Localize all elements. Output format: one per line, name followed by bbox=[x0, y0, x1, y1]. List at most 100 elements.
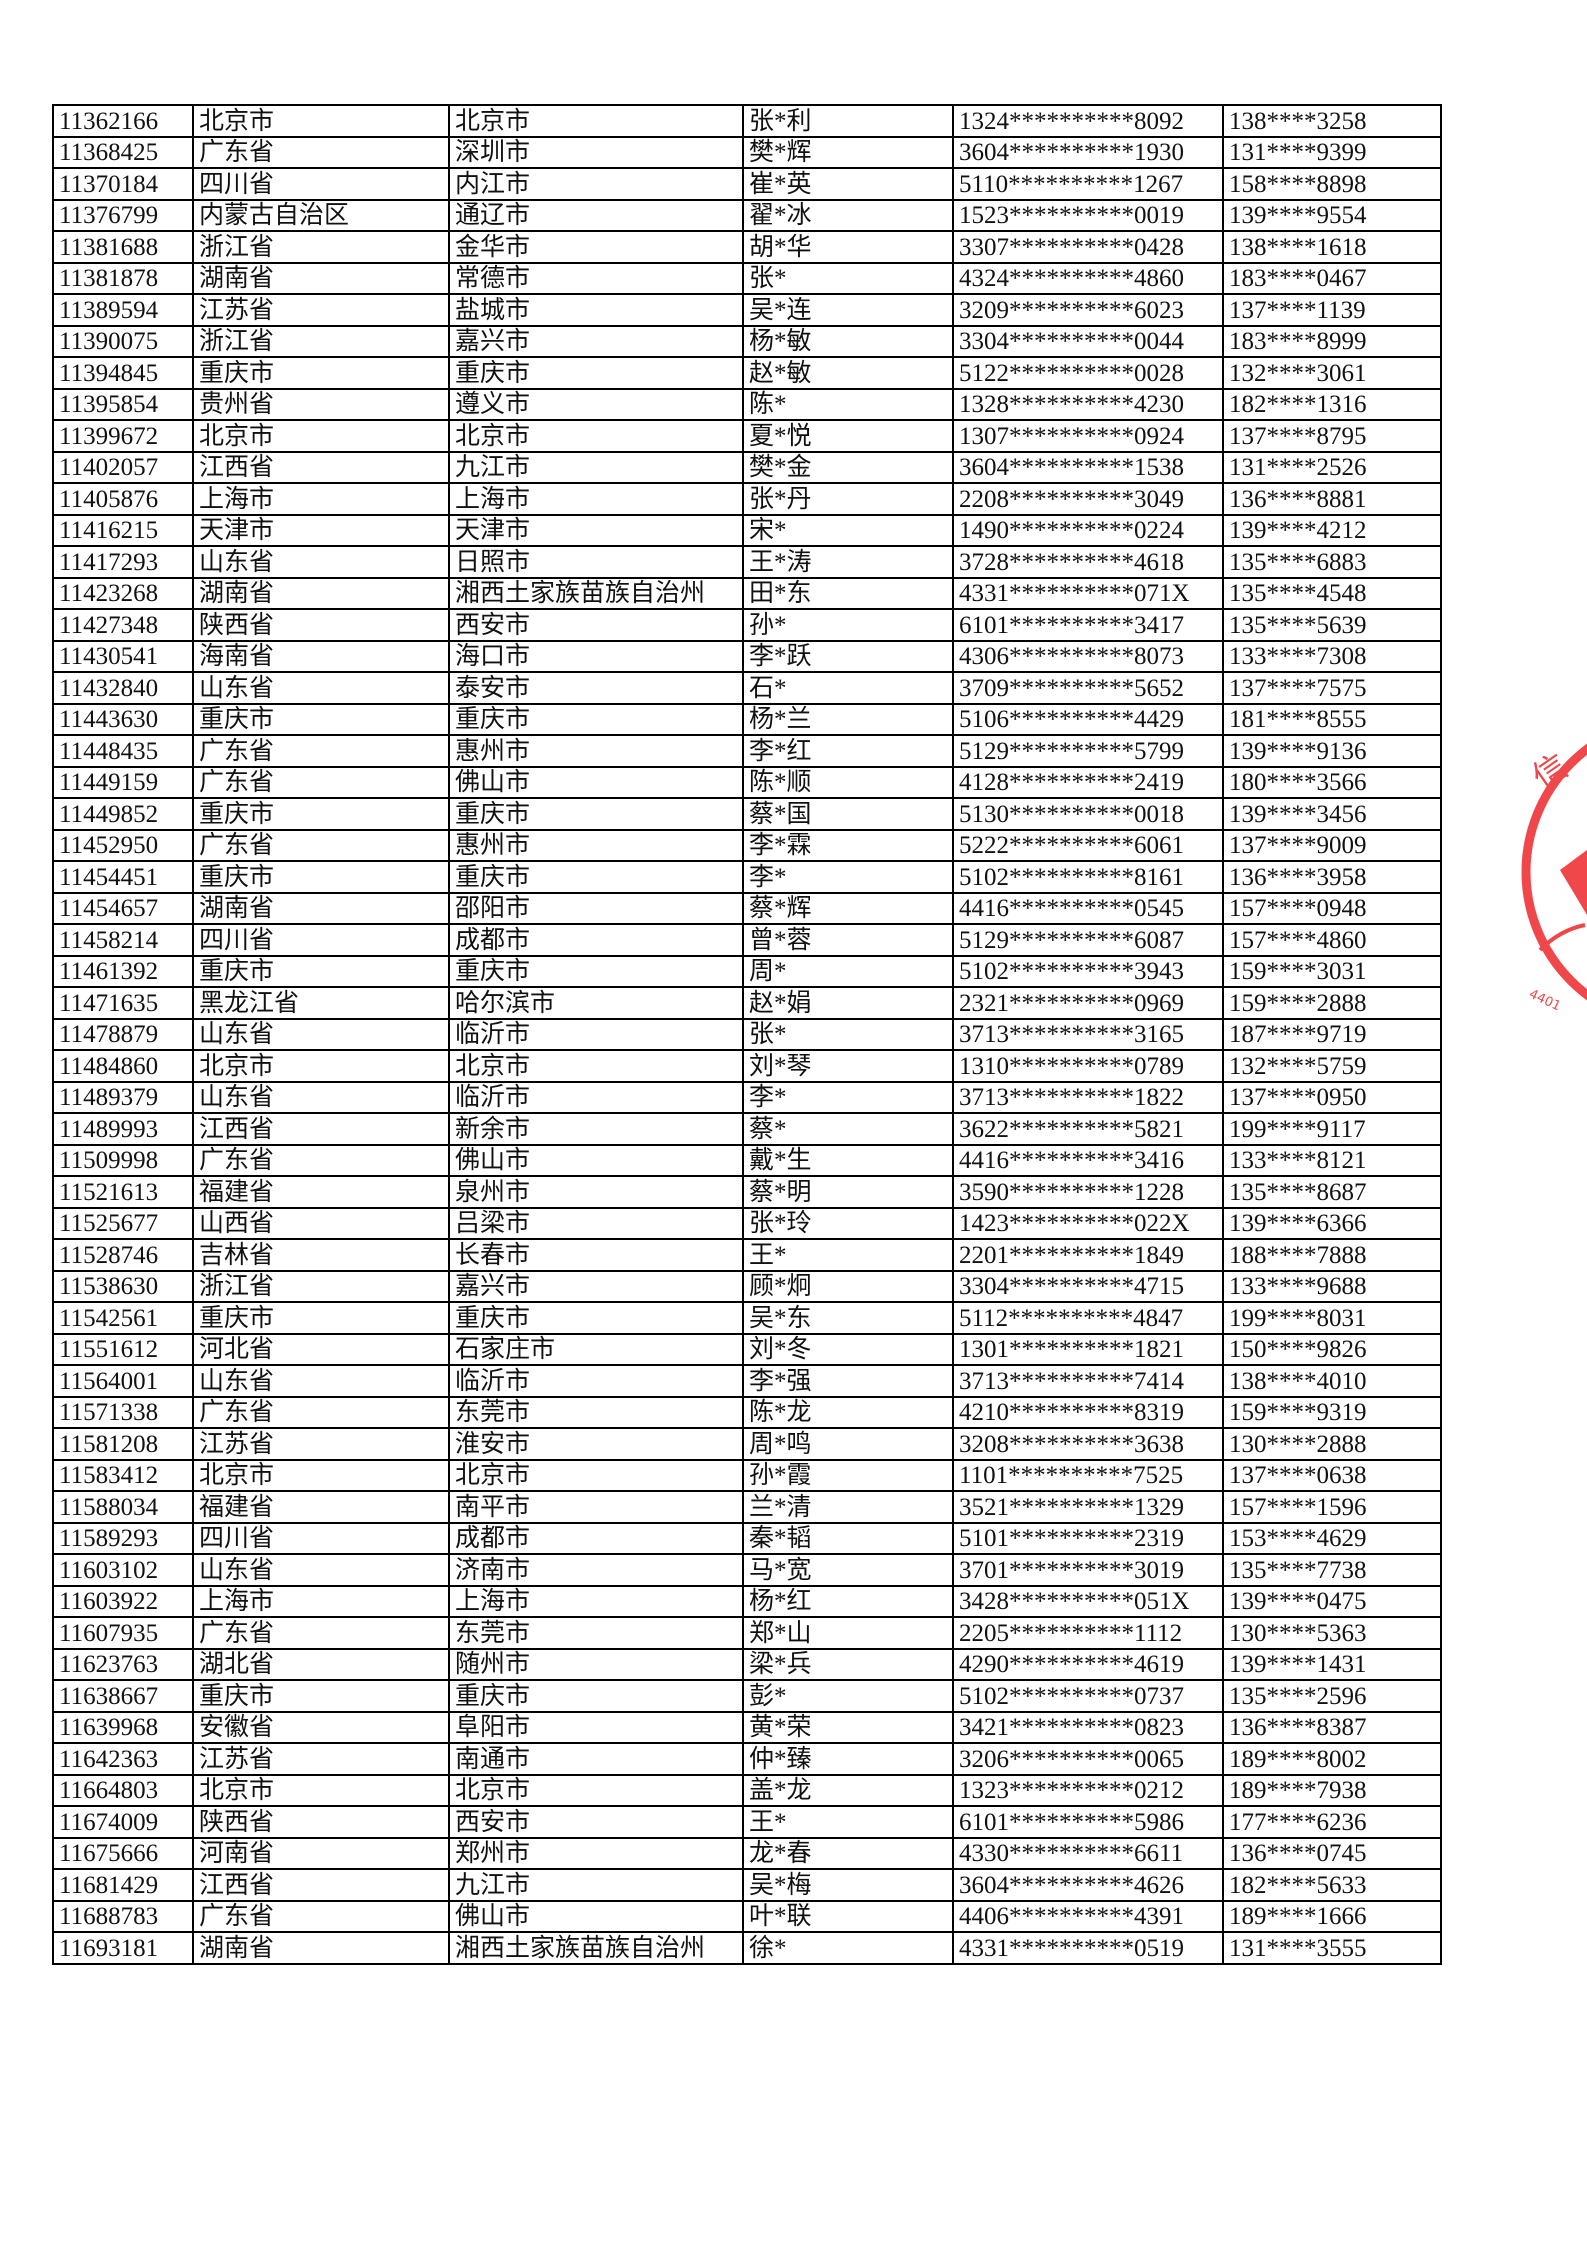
cell-city: 盐城市 bbox=[448, 293, 744, 327]
cell-id: 11395854 bbox=[52, 387, 194, 421]
cell-phone: 130****2888 bbox=[1222, 1427, 1442, 1461]
cell-name: 梁*兵 bbox=[742, 1647, 954, 1681]
cell-phone: 139****3456 bbox=[1222, 797, 1442, 831]
table-row: 11368425 广东省 深圳市 樊*辉 3604**********1930 131**… bbox=[52, 135, 1442, 169]
table-row: 11430541 海南省 海口市 李*跃 4306**********8073 133**… bbox=[52, 639, 1442, 673]
cell-city: 湘西土家族苗族自治州 bbox=[448, 576, 744, 610]
cell-province: 浙江省 bbox=[192, 230, 450, 264]
cell-id: 11528746 bbox=[52, 1238, 194, 1272]
cell-city: 西安市 bbox=[448, 608, 744, 642]
cell-id: 11521613 bbox=[52, 1175, 194, 1209]
cell-province: 重庆市 bbox=[192, 702, 450, 736]
cell-phone: 131****2526 bbox=[1222, 450, 1442, 484]
cell-id: 11489379 bbox=[52, 1080, 194, 1114]
cell-id: 11449852 bbox=[52, 797, 194, 831]
cell-name: 周*鸣 bbox=[742, 1427, 954, 1461]
cell-id-number: 3590**********1228 bbox=[952, 1175, 1224, 1209]
cell-phone: 158****8898 bbox=[1222, 167, 1442, 201]
cell-province: 河南省 bbox=[192, 1836, 450, 1870]
cell-name: 张*利 bbox=[742, 104, 954, 138]
cell-city: 湘西土家族苗族自治州 bbox=[448, 1931, 744, 1965]
cell-name: 杨*兰 bbox=[742, 702, 954, 736]
cell-phone: 159****9319 bbox=[1222, 1395, 1442, 1429]
table-row: 11538630 浙江省 嘉兴市 顾*炯 3304**********4715 133**… bbox=[52, 1269, 1442, 1303]
cell-name: 蔡*国 bbox=[742, 797, 954, 831]
cell-id-number: 5110**********1267 bbox=[952, 167, 1224, 201]
cell-name: 张*玲 bbox=[742, 1206, 954, 1240]
cell-id-number: 6101**********5986 bbox=[952, 1805, 1224, 1839]
cell-province: 山东省 bbox=[192, 1017, 450, 1051]
cell-phone: 136****0745 bbox=[1222, 1836, 1442, 1870]
cell-name: 李* bbox=[742, 860, 954, 894]
cell-id: 11478879 bbox=[52, 1017, 194, 1051]
cell-id-number: 4210**********8319 bbox=[952, 1395, 1224, 1429]
cell-id-number: 2205**********1112 bbox=[952, 1616, 1224, 1650]
cell-phone: 159****3031 bbox=[1222, 954, 1442, 988]
cell-name: 陈*顺 bbox=[742, 765, 954, 799]
table-row: 11452950 广东省 惠州市 李*霖 5222**********6061 137**… bbox=[52, 828, 1442, 862]
cell-id: 11443630 bbox=[52, 702, 194, 736]
cell-id: 11448435 bbox=[52, 734, 194, 768]
cell-city: 邵阳市 bbox=[448, 891, 744, 925]
cell-province: 广东省 bbox=[192, 1899, 450, 1933]
cell-province: 天津市 bbox=[192, 513, 450, 547]
cell-city: 吕梁市 bbox=[448, 1206, 744, 1240]
table-row: 11581208 江苏省 淮安市 周*鸣 3208**********3638 130**… bbox=[52, 1427, 1442, 1461]
table-row: 11423268 湖南省 湘西土家族苗族自治州 田*东 4331**********07… bbox=[52, 576, 1442, 610]
cell-name: 李*跃 bbox=[742, 639, 954, 673]
cell-phone: 177****6236 bbox=[1222, 1805, 1442, 1839]
cell-phone: 199****8031 bbox=[1222, 1301, 1442, 1335]
table-row: 11390075 浙江省 嘉兴市 杨*敏 3304**********0044 183**… bbox=[52, 324, 1442, 358]
cell-id-number: 5112**********4847 bbox=[952, 1301, 1224, 1335]
cell-province: 北京市 bbox=[192, 1049, 450, 1083]
cell-city: 临沂市 bbox=[448, 1017, 744, 1051]
table-row: 11432840 山东省 泰安市 石* 3709**********5652 137***… bbox=[52, 671, 1442, 705]
table-row: 11693181 湖南省 湘西土家族苗族自治州 徐* 4331**********051… bbox=[52, 1931, 1442, 1965]
table-row: 11674009 陕西省 西安市 王* 6101**********5986 177***… bbox=[52, 1805, 1442, 1839]
cell-phone: 135****7738 bbox=[1222, 1553, 1442, 1587]
cell-id-number: 3604**********1930 bbox=[952, 135, 1224, 169]
cell-phone: 133****9688 bbox=[1222, 1269, 1442, 1303]
cell-city: 天津市 bbox=[448, 513, 744, 547]
cell-province: 浙江省 bbox=[192, 1269, 450, 1303]
cell-phone: 136****8387 bbox=[1222, 1710, 1442, 1744]
table-row: 11417293 山东省 日照市 王*涛 3728**********4618 135**… bbox=[52, 545, 1442, 579]
cell-city: 惠州市 bbox=[448, 734, 744, 768]
cell-id: 11430541 bbox=[52, 639, 194, 673]
table-row: 11509998 广东省 佛山市 戴*生 4416**********3416 133**… bbox=[52, 1143, 1442, 1177]
cell-id: 11449159 bbox=[52, 765, 194, 799]
cell-province: 重庆市 bbox=[192, 1679, 450, 1713]
cell-id-number: 4290**********4619 bbox=[952, 1647, 1224, 1681]
cell-phone: 180****3566 bbox=[1222, 765, 1442, 799]
cell-name: 宋* bbox=[742, 513, 954, 547]
cell-name: 张* bbox=[742, 261, 954, 295]
cell-province: 广东省 bbox=[192, 828, 450, 862]
cell-city: 九江市 bbox=[448, 450, 744, 484]
cell-city: 临沂市 bbox=[448, 1080, 744, 1114]
cell-province: 山东省 bbox=[192, 671, 450, 705]
cell-city: 佛山市 bbox=[448, 765, 744, 799]
cell-phone: 189****7938 bbox=[1222, 1773, 1442, 1807]
cell-id-number: 5102**********3943 bbox=[952, 954, 1224, 988]
cell-id: 11642363 bbox=[52, 1742, 194, 1776]
cell-id-number: 3208**********3638 bbox=[952, 1427, 1224, 1461]
cell-province: 四川省 bbox=[192, 923, 450, 957]
cell-phone: 199****9117 bbox=[1222, 1112, 1442, 1146]
cell-city: 淮安市 bbox=[448, 1427, 744, 1461]
cell-name: 王*涛 bbox=[742, 545, 954, 579]
table-row: 11564001 山东省 临沂市 李*强 3713**********7414 138**… bbox=[52, 1364, 1442, 1398]
cell-city: 日照市 bbox=[448, 545, 744, 579]
cell-id: 11484860 bbox=[52, 1049, 194, 1083]
table-row: 11484860 北京市 北京市 刘*琴 1310**********0789 132**… bbox=[52, 1049, 1442, 1083]
cell-phone: 182****5633 bbox=[1222, 1868, 1442, 1902]
cell-id-number: 1328**********4230 bbox=[952, 387, 1224, 421]
cell-id-number: 5102**********0737 bbox=[952, 1679, 1224, 1713]
cell-phone: 139****4212 bbox=[1222, 513, 1442, 547]
cell-id: 11381688 bbox=[52, 230, 194, 264]
cell-name: 周* bbox=[742, 954, 954, 988]
cell-province: 山东省 bbox=[192, 1080, 450, 1114]
cell-id-number: 3713**********7414 bbox=[952, 1364, 1224, 1398]
cell-phone: 138****3258 bbox=[1222, 104, 1442, 138]
cell-id: 11623763 bbox=[52, 1647, 194, 1681]
cell-province: 北京市 bbox=[192, 104, 450, 138]
